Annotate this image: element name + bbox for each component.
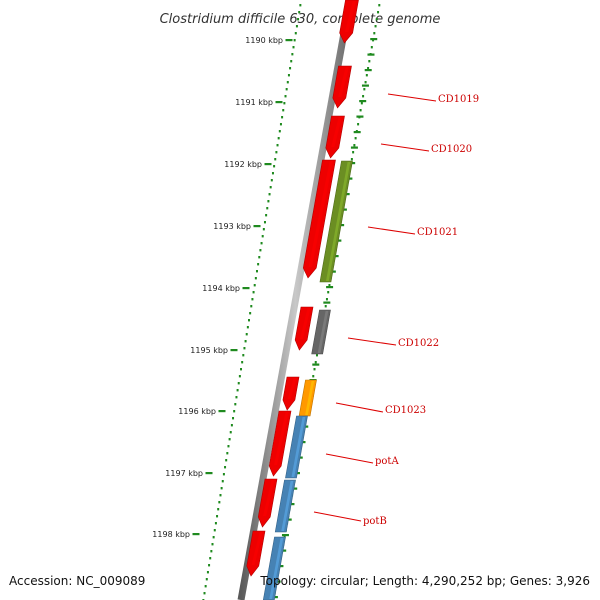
- gene-label-pota[interactable]: potA: [325, 453, 399, 467]
- gene-label-text: CD1023: [385, 405, 426, 416]
- ruler-tick: 1198 kbp: [152, 530, 200, 539]
- ruler-tick: 1197 kbp: [165, 469, 213, 478]
- ruler-tick: 1194 kbp: [202, 284, 250, 293]
- ruler-tick-label: 1196 kbp: [178, 407, 216, 416]
- ruler-tick-label: 1195 kbp: [190, 346, 228, 355]
- ruler-tick: 1196 kbp: [178, 407, 226, 416]
- ruler-tick: 1191 kbp: [235, 98, 283, 107]
- map-title: Clostridium difficile 630, complete geno…: [160, 12, 441, 27]
- topology-text: Topology: circular; Length: 4,290,252 bp…: [260, 574, 590, 588]
- gene-label-text: CD1019: [438, 94, 479, 105]
- ruler-tick: 1195 kbp: [190, 346, 238, 355]
- blue-feature-3[interactable]: [262, 536, 286, 600]
- feature-track: [246, 0, 359, 600]
- ruler-tick-label: 1198 kbp: [152, 530, 190, 539]
- gene-label-leader: [367, 226, 416, 235]
- gene-label-cd1020[interactable]: CD1020: [380, 143, 472, 155]
- gene-label-cd1022[interactable]: CD1022: [347, 337, 439, 349]
- ruler-tick-label: 1197 kbp: [165, 469, 203, 478]
- gene-label-leader: [387, 93, 437, 102]
- ruler-tick-label: 1194 kbp: [202, 284, 240, 293]
- blue-feature-2[interactable]: [274, 479, 296, 533]
- gene-label-leader: [335, 402, 384, 413]
- gene-label-cd1021[interactable]: CD1021: [367, 226, 458, 238]
- gray-feature[interactable]: [311, 309, 331, 355]
- ruler-tick: 1193 kbp: [213, 222, 261, 231]
- orange-feature[interactable]: [298, 379, 317, 417]
- ruler-tick-label: 1191 kbp: [235, 98, 273, 107]
- ruler-tick: 1190 kbp: [245, 36, 293, 45]
- accession-text: Accession: NC_009089: [9, 574, 146, 588]
- red-cds-6[interactable]: [282, 376, 300, 411]
- gene-label-text: potB: [363, 516, 387, 527]
- ruler-tick-label: 1192 kbp: [224, 160, 262, 169]
- gene-label-text: potA: [375, 456, 399, 467]
- gene-label-potb[interactable]: potB: [313, 511, 387, 527]
- gene-label-leader: [325, 453, 374, 464]
- blue-feature-1[interactable]: [285, 415, 308, 479]
- gene-label-leader: [380, 143, 430, 152]
- ruler-tick-label: 1190 kbp: [245, 36, 283, 45]
- gene-label-leader: [347, 337, 397, 346]
- ruler-tick-label: 1193 kbp: [213, 222, 251, 231]
- gene-label-text: CD1020: [431, 144, 472, 155]
- gene-label-cd1019[interactable]: CD1019: [387, 93, 479, 105]
- gene-labels: CD1019 CD1020 CD1021 CD1022 CD1023 potA potB: [313, 93, 479, 527]
- genome-backbone: [237, 0, 354, 600]
- gene-label-cd1023[interactable]: CD1023: [335, 402, 426, 416]
- gene-label-leader: [313, 511, 362, 522]
- ruler-tick: 1192 kbp: [224, 160, 272, 169]
- gene-label-text: CD1021: [417, 227, 458, 238]
- gene-label-text: CD1022: [398, 338, 439, 349]
- red-cds-5[interactable]: [294, 306, 314, 351]
